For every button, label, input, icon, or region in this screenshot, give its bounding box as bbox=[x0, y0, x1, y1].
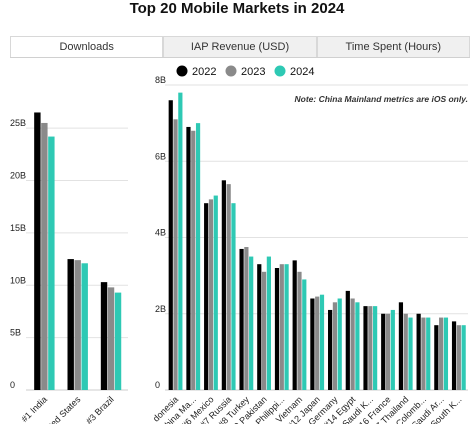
y-tick-label: 4B bbox=[155, 228, 166, 238]
bar-2022 bbox=[292, 260, 297, 391]
bar-2023 bbox=[403, 313, 408, 390]
bar-2023 bbox=[244, 247, 249, 390]
tab-time-spent[interactable]: Time Spent (Hours) bbox=[316, 36, 470, 57]
bar-2024 bbox=[426, 317, 431, 390]
y-tick-label: 0 bbox=[155, 380, 160, 390]
bar-2024 bbox=[408, 317, 413, 390]
bar-2022 bbox=[434, 325, 439, 390]
bar-2024 bbox=[195, 123, 201, 391]
bar-2022 bbox=[239, 248, 244, 390]
bar-2022 bbox=[310, 298, 315, 390]
bar-2022 bbox=[186, 126, 191, 390]
bar-2023 bbox=[74, 260, 81, 390]
bar-2024 bbox=[302, 279, 307, 390]
bar-2024 bbox=[178, 92, 183, 391]
y-tick-label: 6B bbox=[155, 151, 166, 161]
bar-2023 bbox=[208, 199, 214, 391]
bar-2023 bbox=[315, 296, 320, 390]
bar-2024 bbox=[390, 309, 395, 390]
bar-2022 bbox=[257, 264, 262, 390]
bar-2022 bbox=[451, 321, 457, 391]
bar-2024 bbox=[284, 264, 289, 390]
bar-2023 bbox=[439, 317, 444, 390]
legend-marker-2024 bbox=[274, 65, 286, 77]
bar-2023 bbox=[107, 287, 115, 390]
bar-2024 bbox=[373, 306, 378, 391]
bar-2023 bbox=[456, 325, 461, 390]
x-tick-label: ited States bbox=[45, 394, 82, 424]
legend: 2022 2023 2024 bbox=[176, 65, 314, 78]
bar-2023 bbox=[332, 302, 338, 390]
bar-2023 bbox=[41, 122, 48, 390]
bar-2022 bbox=[398, 302, 404, 390]
bar-2024 bbox=[461, 325, 466, 390]
bar-2023 bbox=[279, 264, 284, 390]
bar-2024 bbox=[231, 203, 236, 390]
bar-2022 bbox=[221, 180, 226, 390]
bar-2022 bbox=[274, 268, 280, 390]
bar-2024 bbox=[443, 317, 449, 390]
bar-2023 bbox=[421, 317, 426, 390]
bar-2023 bbox=[226, 184, 231, 391]
bar-2022 bbox=[100, 282, 108, 390]
bar-2022 bbox=[363, 306, 368, 391]
bar-2023 bbox=[368, 306, 373, 391]
y-tick-label: 15B bbox=[10, 223, 26, 233]
y-tick-label: 0 bbox=[10, 380, 15, 390]
bar-2024 bbox=[249, 256, 254, 390]
legend-label-2022: 2022 bbox=[192, 66, 216, 78]
x-tick-label: #3 Brazil bbox=[84, 394, 116, 424]
bar-2024 bbox=[319, 294, 325, 390]
legend-label-2024: 2024 bbox=[290, 66, 314, 78]
y-tick-label: 20B bbox=[10, 171, 26, 181]
x-tick-label: #1 India bbox=[19, 394, 49, 424]
bar-2024 bbox=[266, 256, 271, 390]
y-tick-label: 2B bbox=[155, 304, 166, 314]
chart-title: Top 20 Mobile Markets in 2024 bbox=[129, 0, 345, 17]
bar-2024 bbox=[48, 136, 55, 390]
bar-2022 bbox=[204, 203, 209, 390]
bar-2023 bbox=[191, 130, 196, 390]
bar-2022 bbox=[67, 259, 74, 390]
bar-2024 bbox=[81, 263, 88, 390]
tab-iap-revenue[interactable]: IAP Revenue (USD) bbox=[163, 36, 317, 57]
y-tick-label: 5B bbox=[10, 328, 21, 338]
y-tick-label: 10B bbox=[10, 275, 26, 285]
chart-note: Note: China Mainland metrics are iOS onl… bbox=[295, 94, 469, 104]
y-tick-label: 8B bbox=[155, 75, 166, 85]
y-tick-label: 25B bbox=[10, 118, 26, 128]
bar-2024 bbox=[337, 298, 342, 390]
bar-2023 bbox=[173, 119, 178, 390]
tab-downloads[interactable]: Downloads bbox=[10, 36, 164, 57]
legend-marker-2023 bbox=[225, 65, 237, 77]
bar-2023 bbox=[385, 313, 391, 390]
bar-2024 bbox=[355, 302, 360, 390]
bar-2024 bbox=[114, 292, 122, 390]
bar-2022 bbox=[381, 313, 386, 390]
bar-2022 bbox=[34, 112, 41, 390]
bar-2023 bbox=[350, 298, 355, 390]
tab-bar: Downloads IAP Revenue (USD) Time Spent (… bbox=[10, 36, 470, 58]
bar-2022 bbox=[328, 309, 333, 390]
legend-label-2023: 2023 bbox=[241, 66, 265, 78]
bar-2022 bbox=[345, 290, 350, 391]
bar-2022 bbox=[168, 100, 173, 390]
bar-2022 bbox=[416, 313, 421, 390]
legend-marker-2022 bbox=[176, 65, 188, 77]
bar-2023 bbox=[261, 271, 267, 390]
bar-2023 bbox=[297, 271, 302, 390]
bar-2024 bbox=[213, 195, 218, 390]
